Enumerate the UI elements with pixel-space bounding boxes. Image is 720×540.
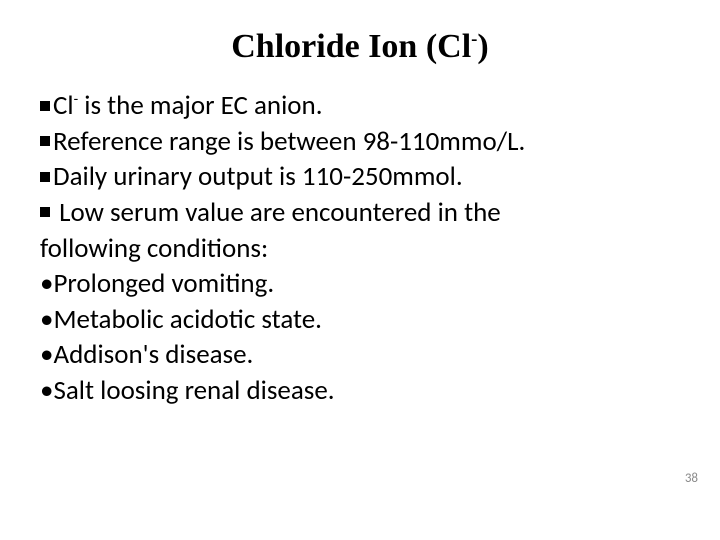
line1-part-b: is the major EC anion. [78, 89, 322, 122]
slide: Chloride Ion (Cl-) Cl- is the major EC a… [0, 0, 720, 540]
bullet-line-4: Low serum value are encountered in the [40, 195, 680, 231]
bullet-line-3: Daily urinary output is 110-250mmol. [40, 159, 680, 195]
bullet-line-1: Cl- is the major EC anion. [40, 88, 680, 124]
line1-part-a: Cl [53, 89, 74, 122]
title-text-suffix: ) [477, 28, 488, 65]
title-text-prefix: Chloride Ion (Cl [231, 28, 471, 65]
line2-text: Reference range is between 98-110mmo/L. [53, 125, 525, 158]
line7-text: Addison's disease. [53, 338, 253, 371]
square-bullet-icon [40, 195, 53, 231]
bullet-line-6: •Metabolic acidotic state. [40, 302, 680, 338]
bullet-line-5: •Prolonged vomiting. [40, 266, 680, 302]
line4-text: Low serum value are encountered in the [53, 196, 501, 229]
bullet-line-4-cont: following conditions: [40, 231, 680, 267]
square-bullet-icon [40, 159, 53, 195]
line4b-text: following conditions: [40, 232, 268, 265]
dot-bullet-icon: • [40, 303, 53, 336]
bullet-line-8: •Salt loosing renal disease. [40, 373, 680, 409]
square-bullet-icon [40, 124, 53, 160]
dot-bullet-icon: • [40, 267, 53, 300]
line3-text: Daily urinary output is 110-250mmol. [53, 160, 463, 193]
line6-text: Metabolic acidotic state. [53, 303, 322, 336]
page-number: 38 [685, 471, 698, 486]
dot-bullet-icon: • [40, 374, 53, 407]
dot-bullet-icon: • [40, 338, 53, 371]
line8-text: Salt loosing renal disease. [53, 374, 334, 407]
square-bullet-icon [40, 88, 53, 124]
slide-body: Cl- is the major EC anion. Reference ran… [40, 88, 680, 409]
line5-text: Prolonged vomiting. [53, 267, 274, 300]
bullet-line-2: Reference range is between 98-110mmo/L. [40, 124, 680, 160]
bullet-line-7: •Addison's disease. [40, 337, 680, 373]
slide-title: Chloride Ion (Cl-) [40, 28, 680, 66]
